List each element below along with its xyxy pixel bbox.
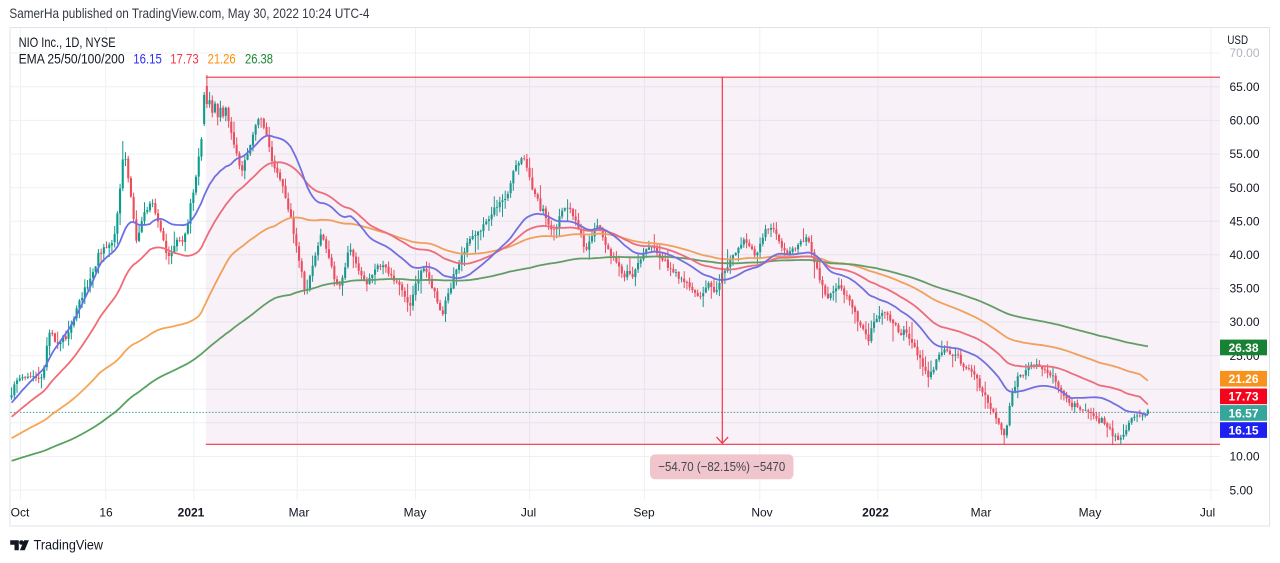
svg-text:Jul: Jul [521,506,536,520]
svg-text:35.00: 35.00 [1230,282,1260,296]
svg-text:5.00: 5.00 [1230,483,1254,497]
svg-text:21.26: 21.26 [208,51,236,67]
svg-text:May: May [1079,506,1102,520]
svg-text:50.00: 50.00 [1230,181,1260,195]
svg-text:EMA 25/50/100/200: EMA 25/50/100/200 [19,51,125,67]
svg-text:Mar: Mar [289,506,310,520]
svg-text:TradingView: TradingView [34,536,104,552]
svg-text:26.38: 26.38 [1228,341,1258,355]
svg-text:May: May [404,506,427,520]
svg-text:Oct: Oct [11,506,30,520]
svg-text:−54.70 (−82.15%) −5470: −54.70 (−82.15%) −5470 [658,459,785,474]
svg-text:70.00: 70.00 [1230,46,1260,60]
svg-text:NIO Inc., 1D, NYSE: NIO Inc., 1D, NYSE [19,34,116,50]
svg-text:60.00: 60.00 [1230,114,1260,128]
svg-text:16.57: 16.57 [1228,406,1258,420]
svg-text:Mar: Mar [971,506,992,520]
svg-text:16: 16 [99,506,113,520]
svg-text:26.38: 26.38 [245,51,273,67]
svg-text:Jul: Jul [1200,506,1215,520]
svg-text:2022: 2022 [862,506,889,520]
svg-text:10.00: 10.00 [1230,450,1260,464]
svg-text:SamerHa published on TradingVi: SamerHa published on TradingView.com, Ma… [9,5,369,21]
svg-text:30.00: 30.00 [1230,315,1260,329]
svg-text:21.26: 21.26 [1228,372,1258,386]
svg-text:65.00: 65.00 [1230,80,1260,94]
svg-text:USD: USD [1227,33,1248,47]
svg-text:17.73: 17.73 [170,51,199,67]
svg-text:45.00: 45.00 [1230,214,1260,228]
svg-text:55.00: 55.00 [1230,147,1260,161]
svg-text:Sep: Sep [633,506,655,520]
svg-text:16.15: 16.15 [1228,423,1258,437]
svg-text:Nov: Nov [751,506,772,520]
svg-text:2021: 2021 [178,506,205,520]
svg-text:17.73: 17.73 [1228,390,1258,404]
svg-text:40.00: 40.00 [1230,248,1260,262]
svg-text:16.15: 16.15 [133,51,162,67]
